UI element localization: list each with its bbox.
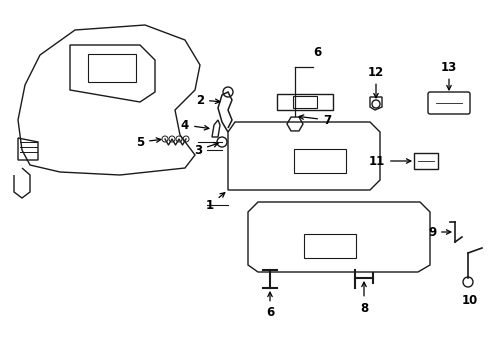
Text: 6: 6 (313, 45, 321, 59)
Text: 13: 13 (441, 60, 457, 90)
Text: 9: 9 (428, 225, 451, 239)
Text: 4: 4 (181, 118, 209, 131)
Text: 12: 12 (368, 66, 384, 98)
Text: 7: 7 (299, 113, 331, 126)
Text: 8: 8 (360, 282, 368, 315)
Text: 10: 10 (462, 293, 478, 306)
Text: 1: 1 (206, 193, 225, 212)
Text: 3: 3 (194, 143, 218, 157)
Text: 5: 5 (136, 135, 161, 149)
Text: 11: 11 (369, 154, 411, 167)
Text: 2: 2 (196, 94, 220, 107)
Text: 6: 6 (266, 292, 274, 320)
